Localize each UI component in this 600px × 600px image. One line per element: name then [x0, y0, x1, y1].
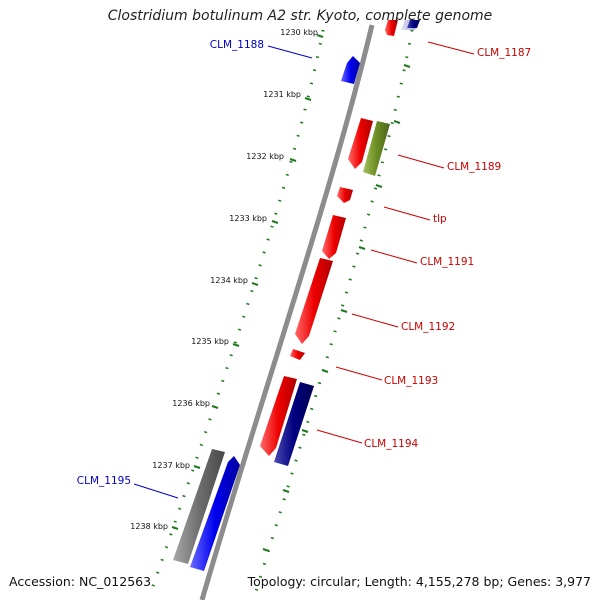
leader-clm-1188 [267, 45, 313, 59]
gene-label[interactable]: CLM_1188 [210, 39, 264, 51]
tick-label: 1236 kbp [172, 399, 210, 408]
tick-marks [171, 34, 324, 530]
tick-label: 1235 kbp [191, 337, 229, 346]
leader-tlp [383, 206, 431, 221]
tick-label: 1233 kbp [229, 214, 267, 223]
tick-track-left [148, 29, 325, 596]
gene-label[interactable]: CLM_1195 [77, 475, 131, 487]
tick-mark [301, 429, 309, 433]
gene-clm-1189-red[interactable] [348, 118, 373, 169]
tick-mark [211, 405, 219, 409]
tick-mark [321, 369, 329, 373]
leader-clm-1194 [316, 429, 363, 444]
tick-track-right [253, 29, 414, 596]
tick-mark [232, 343, 240, 347]
topology-text: Topology: circular; Length: 4,155,278 bp… [247, 574, 591, 589]
tick-label: 1237 kbp [152, 461, 190, 470]
inner-tick-marks [262, 64, 411, 552]
tick-label: 1238 kbp [130, 522, 168, 531]
map-title: Clostridium botulinum A2 str. Kyoto, com… [107, 8, 493, 24]
tick-mark [251, 282, 259, 286]
tick-mark [282, 489, 290, 493]
leader-clm-1191 [370, 249, 418, 264]
gene-tlp[interactable] [337, 187, 353, 203]
tick-mark [304, 97, 312, 101]
tick-mark [393, 120, 401, 124]
tick-mark [316, 34, 324, 38]
gene-label-group: CLM_1187 CLM_1188 CLM_1189 tlp CLM_1191 … [77, 39, 531, 487]
leader-clm-1195 [133, 483, 179, 499]
tick-label: 1234 kbp [210, 276, 248, 285]
gene-label[interactable]: CLM_1191 [420, 256, 474, 268]
gene-navy-top[interactable] [407, 20, 420, 28]
leader-clm-1192 [351, 313, 399, 328]
tick-mark [375, 184, 383, 188]
tick-mark [289, 158, 297, 162]
leader-clm-1189 [397, 154, 445, 169]
gene-clm-1187[interactable] [385, 20, 398, 36]
tick-mark [262, 548, 270, 552]
leader-clm-1187 [427, 41, 475, 55]
gene-label[interactable]: CLM_1193 [384, 375, 438, 387]
gene-clm-1189[interactable] [363, 121, 390, 176]
genes [173, 20, 420, 571]
gene-clm-1194-red[interactable] [260, 376, 297, 456]
tick-label: 1232 kbp [246, 152, 284, 161]
tick-mark [340, 309, 348, 313]
gene-clm-1195-grey[interactable] [173, 449, 225, 564]
gene-clm-1195[interactable] [190, 456, 240, 571]
genome-backbone [199, 24, 375, 600]
tick-labels: 1230 kbp 1231 kbp 1232 kbp 1233 kbp 1234… [130, 28, 318, 531]
gene-label[interactable]: CLM_1192 [401, 321, 455, 333]
gene-clm-1193[interactable] [290, 349, 305, 360]
tick-label: 1230 kbp [280, 28, 318, 37]
tick-mark [193, 465, 201, 469]
tick-label: 1231 kbp [263, 90, 301, 99]
label-leaders [133, 41, 475, 499]
tick-mark [271, 220, 279, 224]
accession-text: Accession: NC_012563 [9, 574, 152, 589]
gene-label[interactable]: CLM_1187 [477, 47, 531, 59]
gene-clm-1194[interactable] [274, 382, 314, 466]
gene-label[interactable]: CLM_1194 [364, 438, 419, 450]
tick-mark [171, 526, 179, 530]
tick-mark [358, 246, 366, 250]
tick-mark [403, 64, 411, 68]
gene-label[interactable]: tlp [433, 213, 447, 225]
gene-clm-1188[interactable] [341, 56, 360, 84]
leader-clm-1193 [335, 366, 383, 381]
gene-label[interactable]: CLM_1189 [447, 161, 501, 173]
gene-clm-1191[interactable] [322, 215, 346, 259]
gene-clm-1192[interactable] [295, 258, 333, 344]
